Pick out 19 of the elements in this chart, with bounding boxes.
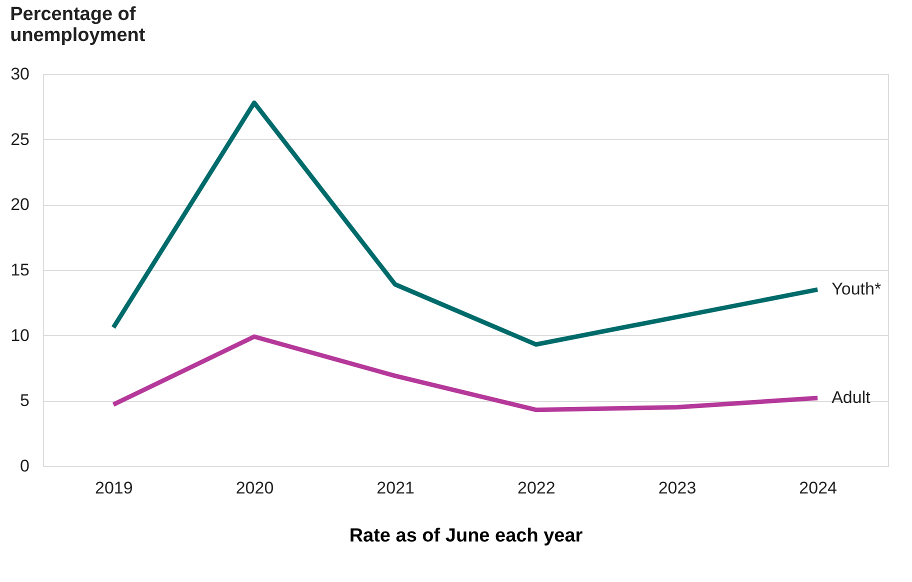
y-tick-label: 30 — [10, 64, 30, 84]
x-tick-label: 2023 — [658, 478, 696, 498]
y-tick-label: 5 — [20, 391, 30, 410]
x-tick-label: 2021 — [376, 478, 414, 498]
y-axis-title: Percentage of unemployment — [10, 4, 146, 46]
x-tick-label: 2019 — [95, 478, 133, 498]
y-tick-label: 15 — [10, 260, 30, 280]
series-label: Adult — [832, 388, 871, 408]
y-tick-label: 25 — [10, 130, 30, 149]
x-axis-title: Rate as of June each year — [349, 526, 584, 546]
x-tick-label: 2024 — [799, 478, 837, 498]
y-tick-label: 20 — [10, 195, 30, 214]
y-tick-label: 10 — [10, 326, 30, 345]
x-tick-label: 2022 — [518, 478, 556, 498]
x-tick-label: 2020 — [236, 478, 274, 498]
y-tick-label: 0 — [20, 456, 30, 476]
line-series — [111, 100, 820, 347]
line-series — [111, 334, 820, 412]
series-label: Youth* — [832, 280, 882, 299]
